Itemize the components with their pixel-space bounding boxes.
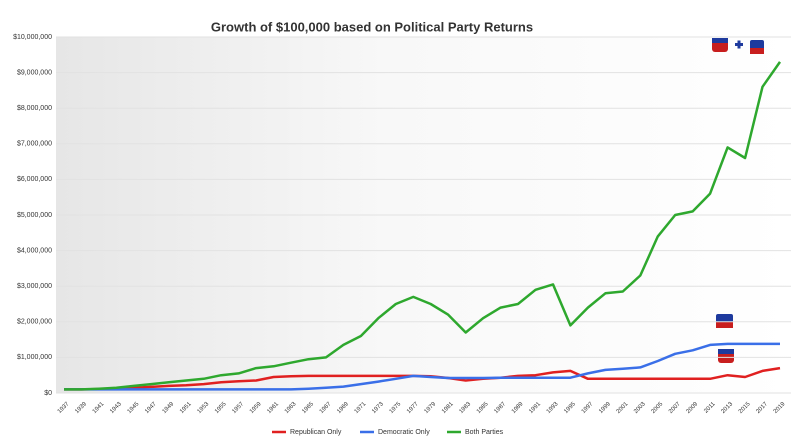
x-tick-label: 1943	[109, 401, 123, 415]
legend-label: Democratic Only	[378, 429, 430, 436]
x-tick-label: 1939	[74, 401, 88, 415]
x-tick-label: 1989	[511, 401, 525, 415]
y-tick-label: $10,000,000	[13, 34, 52, 41]
x-tick-label: 2011	[703, 401, 717, 415]
x-tick-label: 1947	[144, 401, 158, 415]
x-tick-label: 2007	[668, 401, 682, 415]
y-tick-label: $1,000,000	[17, 354, 52, 361]
party-icon-democratic	[716, 314, 733, 328]
x-tick-label: 1997	[581, 401, 595, 415]
y-tick-label: $7,000,000	[17, 141, 52, 148]
y-tick-label: $0	[44, 390, 52, 397]
x-tick-label: 2001	[616, 401, 630, 415]
x-tick-label: 1961	[266, 401, 280, 415]
x-tick-label: 1969	[336, 401, 350, 415]
x-tick-label: 1973	[371, 401, 385, 415]
x-tick-label: 1983	[458, 401, 472, 415]
legend-item: Republican Only	[272, 429, 342, 436]
x-tick-label: 1993	[546, 401, 560, 415]
x-tick-label: 1957	[231, 401, 245, 415]
x-tick-label: 1967	[319, 401, 333, 415]
y-tick-label: $9,000,000	[17, 69, 52, 76]
x-tick-label: 1945	[127, 401, 141, 415]
x-tick-label: 1953	[197, 401, 211, 415]
x-tick-label: 1981	[441, 401, 455, 415]
x-tick-label: 2015	[738, 401, 752, 415]
party-icon-both	[712, 38, 764, 54]
x-tick-label: 1975	[389, 401, 403, 415]
y-tick-label: $5,000,000	[17, 212, 52, 219]
x-tick-label: 2003	[633, 401, 647, 415]
x-tick-label: 1971	[354, 401, 368, 415]
chart-title: Growth of $100,000 based on Political Pa…	[211, 19, 533, 34]
y-tick-label: $3,000,000	[17, 283, 52, 290]
x-tick-label: 1959	[249, 401, 263, 415]
series-line	[64, 342, 780, 391]
x-tick-label: 1937	[57, 401, 71, 415]
x-tick-label: 1985	[476, 401, 490, 415]
x-tick-label: 1949	[162, 401, 176, 415]
x-tick-label: 1955	[214, 401, 228, 415]
x-tick-label: 2013	[720, 401, 734, 415]
x-tick-label: 1991	[528, 401, 542, 415]
x-tick-label: 1987	[493, 401, 507, 415]
y-tick-label: $4,000,000	[17, 247, 52, 254]
x-tick-label: 1999	[598, 401, 612, 415]
x-tick-label: 1965	[301, 401, 315, 415]
x-tick-label: 2017	[755, 401, 769, 415]
legend-label: Republican Only	[290, 429, 342, 436]
x-tick-label: 2009	[686, 401, 700, 415]
x-tick-label: 1979	[424, 401, 438, 415]
x-tick-label: 2019	[773, 401, 787, 415]
y-tick-label: $6,000,000	[17, 176, 52, 183]
x-tick-label: 1963	[284, 401, 298, 415]
legend-label: Both Parties	[465, 429, 504, 436]
legend-item: Democratic Only	[360, 429, 430, 436]
y-tick-label: $8,000,000	[17, 105, 52, 112]
series-line	[64, 61, 782, 391]
x-tick-label: 1995	[563, 401, 577, 415]
x-tick-label: 1941	[92, 401, 106, 415]
party-icon-republican	[718, 349, 734, 363]
x-tick-label: 1977	[406, 401, 420, 415]
x-tick-label: 2005	[651, 401, 665, 415]
y-tick-label: $2,000,000	[17, 319, 52, 326]
x-tick-label: 1951	[179, 401, 193, 415]
legend-item: Both Parties	[447, 429, 504, 436]
